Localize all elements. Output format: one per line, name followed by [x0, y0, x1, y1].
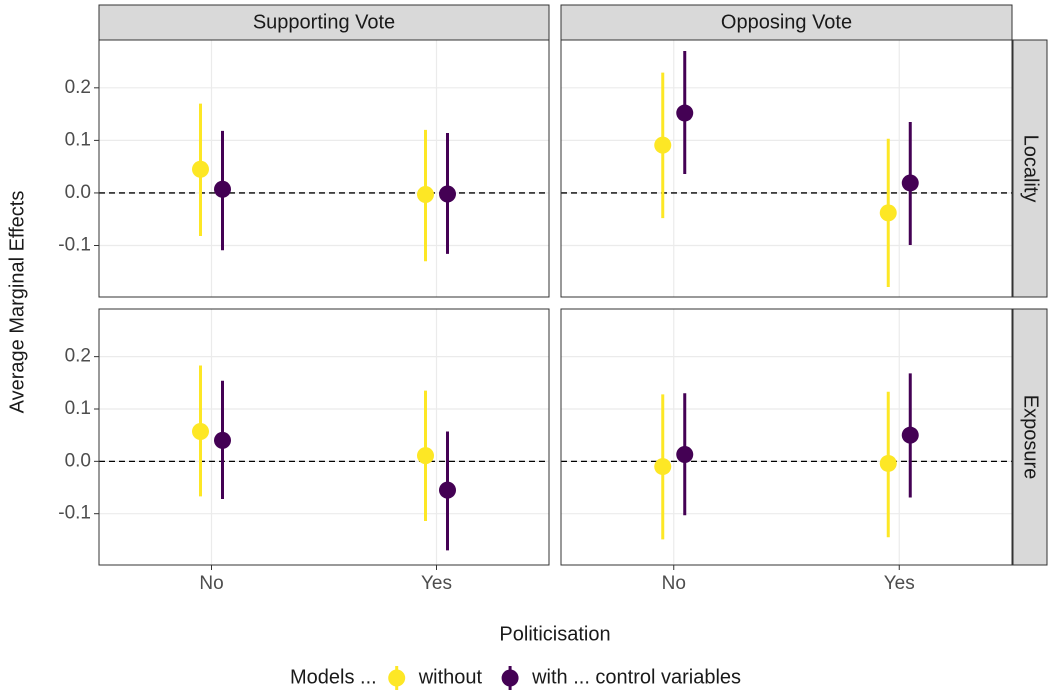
- legend-title: Models ...: [290, 666, 377, 688]
- x-tick-label: No: [199, 573, 223, 594]
- x-axis-label: Politicisation: [499, 623, 610, 645]
- x-tick-label: No: [662, 573, 686, 594]
- point: [879, 204, 897, 222]
- y-tick-label: 0.0: [65, 182, 91, 203]
- column-label: Supporting Vote: [253, 11, 395, 33]
- point: [654, 458, 672, 476]
- y-tick-label: 0.1: [65, 398, 91, 419]
- strip: [560, 4, 1013, 41]
- point: [654, 136, 672, 154]
- point: [439, 481, 456, 499]
- x-tick-label: Yes: [421, 573, 452, 594]
- legend-label: with ... control variables: [531, 666, 741, 688]
- x-tick-label: Yes: [884, 573, 915, 594]
- y-tick-label: -0.1: [58, 235, 91, 256]
- legend-key: [501, 669, 519, 687]
- panel-border: [560, 39, 1013, 298]
- point: [676, 446, 694, 464]
- y-tick-label: 0.0: [65, 450, 91, 471]
- panel-border: [98, 39, 550, 298]
- panel-border: [98, 308, 550, 566]
- legend-key: [388, 669, 406, 687]
- y-tick-label: 0.2: [65, 77, 91, 98]
- y-axis-label: Average Marginal Effects: [6, 191, 28, 414]
- strip: [98, 4, 550, 41]
- y-tick-label: 0.2: [65, 346, 91, 367]
- point: [676, 104, 694, 122]
- point: [417, 186, 434, 204]
- point: [192, 160, 209, 178]
- y-tick-label: 0.1: [65, 129, 91, 150]
- row-label: Exposure: [1020, 395, 1042, 480]
- point: [901, 426, 919, 444]
- row-label: Locality: [1020, 135, 1042, 203]
- strip: [1012, 39, 1048, 298]
- point: [214, 180, 231, 198]
- point: [439, 185, 456, 203]
- point: [214, 431, 231, 449]
- point: [192, 423, 209, 441]
- column-label: Opposing Vote: [721, 11, 852, 33]
- panel-border: [560, 308, 1013, 566]
- point: [879, 454, 897, 472]
- y-tick-label: -0.1: [58, 503, 91, 524]
- point: [417, 447, 434, 465]
- strip: [1012, 308, 1048, 566]
- point: [901, 174, 919, 192]
- legend-label: without: [418, 666, 483, 688]
